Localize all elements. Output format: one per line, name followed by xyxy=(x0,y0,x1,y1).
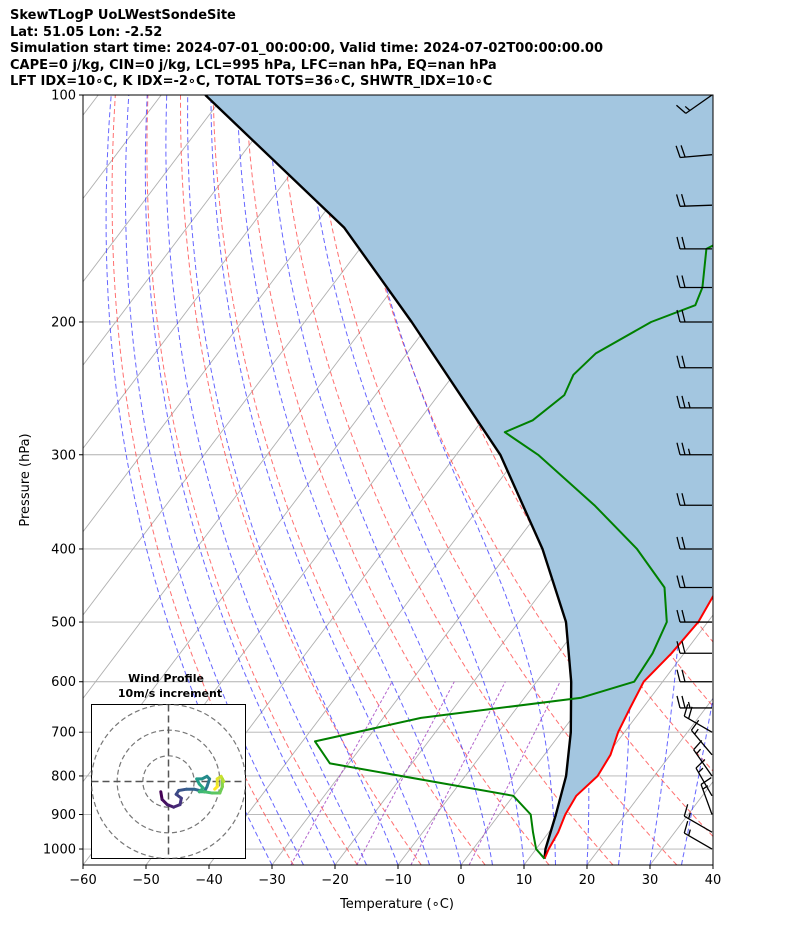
wind-barb xyxy=(690,719,713,756)
moist-adiabat-line xyxy=(302,95,525,865)
dry-adiabat-line xyxy=(310,95,678,865)
wind-barb xyxy=(676,695,712,709)
x-tick-label: 20 xyxy=(579,873,596,888)
wind-barb xyxy=(675,194,713,207)
x-tick-label: −40 xyxy=(195,873,222,888)
moist-adiabat-line xyxy=(125,95,304,865)
y-tick-label: 500 xyxy=(51,616,76,631)
y-tick-label: 700 xyxy=(51,726,76,741)
moist-adiabat-line xyxy=(712,862,713,865)
parcel-fill-area xyxy=(205,95,713,859)
mixing-ratio-line xyxy=(356,681,455,865)
location-line: Lat: 51.05 Lon: -2.52 xyxy=(10,24,163,40)
moist-adiabat-line xyxy=(236,95,462,865)
isotherm-line xyxy=(523,614,713,865)
hodograph-trace xyxy=(159,774,226,809)
x-tick-label: 10 xyxy=(516,873,533,888)
hodograph-title: Wind Profile xyxy=(128,672,204,685)
x-tick-label: −60 xyxy=(69,873,96,888)
parcel-indices-line: CAPE=0 j/kg, CIN=0 j/kg, LCL=995 hPa, LF… xyxy=(10,57,497,73)
wind-barb xyxy=(693,739,713,777)
wind-barb xyxy=(676,536,712,550)
isotherm-line xyxy=(83,95,351,450)
isotherm-line xyxy=(83,95,414,533)
y-tick-label: 1000 xyxy=(43,843,76,858)
wind-barb xyxy=(676,575,712,589)
stability-indices-line: LFT IDX=10∘C, K IDX=-2∘C, TOTAL TOTS=36∘… xyxy=(10,74,493,89)
wind-barb xyxy=(676,609,712,623)
moist-adiabat-line xyxy=(144,95,336,865)
wind-barb xyxy=(676,95,713,114)
x-tick-label: 0 xyxy=(457,873,465,888)
isotherm-line xyxy=(83,95,288,366)
x-tick-label: 40 xyxy=(705,873,722,888)
wind-barb xyxy=(676,275,712,289)
isotherm-line xyxy=(83,95,225,283)
isotherm-line xyxy=(460,530,713,865)
moist-adiabat-line xyxy=(266,95,493,865)
dewpoint-line xyxy=(314,244,713,860)
wind-barb xyxy=(676,493,712,506)
wind-barb xyxy=(683,820,713,850)
y-tick-label: 200 xyxy=(51,315,76,330)
moist-adiabat-line xyxy=(165,95,367,865)
dry-adiabat-line xyxy=(245,95,550,865)
time-line: Simulation start time: 2024-07-01_00:00:… xyxy=(10,41,603,56)
x-tick-label: −50 xyxy=(132,873,159,888)
y-tick-label: 600 xyxy=(51,675,76,690)
y-tick-label: 900 xyxy=(51,808,76,823)
y-axis-label: Pressure (hPa) xyxy=(18,433,33,526)
y-tick-label: 100 xyxy=(51,89,76,104)
title-block: SkewTLogP UoLWestSondeSite Lat: 51.05 Lo… xyxy=(10,8,603,91)
x-tick-label: −20 xyxy=(321,873,348,888)
mixing-ratio-lines xyxy=(290,681,561,865)
wind-barb xyxy=(676,442,712,456)
wind-barb xyxy=(676,669,712,683)
wind-barbs xyxy=(675,95,713,850)
wind-barb xyxy=(676,355,712,369)
x-axis-ticks: −60 −50 −40 −30 −20 −10 0 10 20 30 40 xyxy=(69,865,721,888)
x-axis-label: Temperature (∘C) xyxy=(339,897,454,912)
dry-adiabat-line xyxy=(111,95,294,865)
dry-adiabat-line xyxy=(212,95,486,865)
wind-barb xyxy=(676,309,712,323)
wind-barb xyxy=(683,704,713,733)
dry-adiabat-line xyxy=(701,95,713,120)
y-tick-label: 800 xyxy=(51,769,76,784)
parcel-profile-line xyxy=(204,95,573,859)
x-tick-label: −30 xyxy=(258,873,285,888)
temperature-line xyxy=(543,594,713,860)
dry-adiabat-line xyxy=(735,95,794,865)
wind-barb xyxy=(683,804,713,833)
hodograph-subtitle: 10m/s increment xyxy=(118,687,222,700)
mixing-ratio-line xyxy=(410,681,506,865)
dry-adiabat-line xyxy=(277,95,614,865)
wind-barb xyxy=(676,236,712,250)
moist-adiabat-line xyxy=(210,95,430,865)
x-tick-label: 30 xyxy=(642,873,659,888)
wind-barb xyxy=(676,395,712,409)
hodograph-inset: Wind Profile 10m/s increment xyxy=(91,672,246,859)
moist-adiabat-line xyxy=(346,95,556,865)
wind-barb xyxy=(676,641,712,654)
dry-adiabat-line xyxy=(768,95,794,865)
wind-barb xyxy=(675,145,713,159)
mixing-ratio-line xyxy=(290,681,393,865)
y-axis-ticks: 100 200 300 400 500 600 700 800 900 1000 xyxy=(43,89,83,858)
dry-adiabat-line xyxy=(146,95,358,865)
hodograph-segment xyxy=(213,785,219,791)
wind-barb xyxy=(700,776,713,815)
x-tick-label: −10 xyxy=(384,873,411,888)
chart-title: SkewTLogP UoLWestSondeSite xyxy=(10,8,236,23)
isotherm-line xyxy=(712,864,713,865)
mixing-ratio-line xyxy=(468,681,561,865)
y-tick-label: 300 xyxy=(51,448,76,463)
y-tick-label: 400 xyxy=(51,542,76,557)
moist-adiabat-line xyxy=(187,95,399,865)
isotherm-line xyxy=(586,697,713,865)
